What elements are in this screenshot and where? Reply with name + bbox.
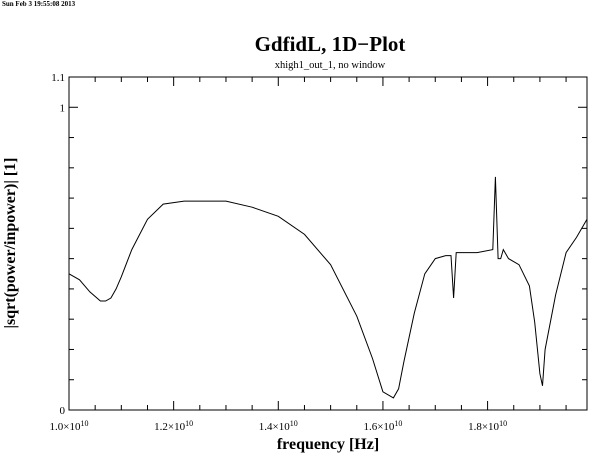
y-tick-label: 1.1 xyxy=(51,72,65,84)
x-tick-label: 1.0×1010 xyxy=(50,419,89,433)
y-axis-title: |sqrt(power/inpower)| [1] xyxy=(2,157,19,328)
x-axis-title: frequency [Hz] xyxy=(277,436,379,453)
plot-frame xyxy=(68,76,588,411)
chart-subtitle: xhigh1_out_1, no window xyxy=(274,60,386,71)
chart-title: GdfidL, 1D−Plot xyxy=(254,32,406,56)
timestamp: Sun Feb 3 19:55:08 2013 xyxy=(2,0,76,8)
x-tick-label: 1.2×1010 xyxy=(154,419,193,433)
ticks: 1.0×1010 1.2×1010 1.4×1010 1.6×1010 1.8×1010… xyxy=(50,72,587,433)
y-tick-label: 1 xyxy=(60,102,66,114)
series-line xyxy=(68,176,588,399)
x-tick-label: 1.4×1010 xyxy=(259,419,298,433)
x-tick-label: 1.8×1010 xyxy=(468,419,507,433)
y-tick-label: 0 xyxy=(60,405,66,417)
x-tick-label: 1.6×1010 xyxy=(363,419,402,433)
